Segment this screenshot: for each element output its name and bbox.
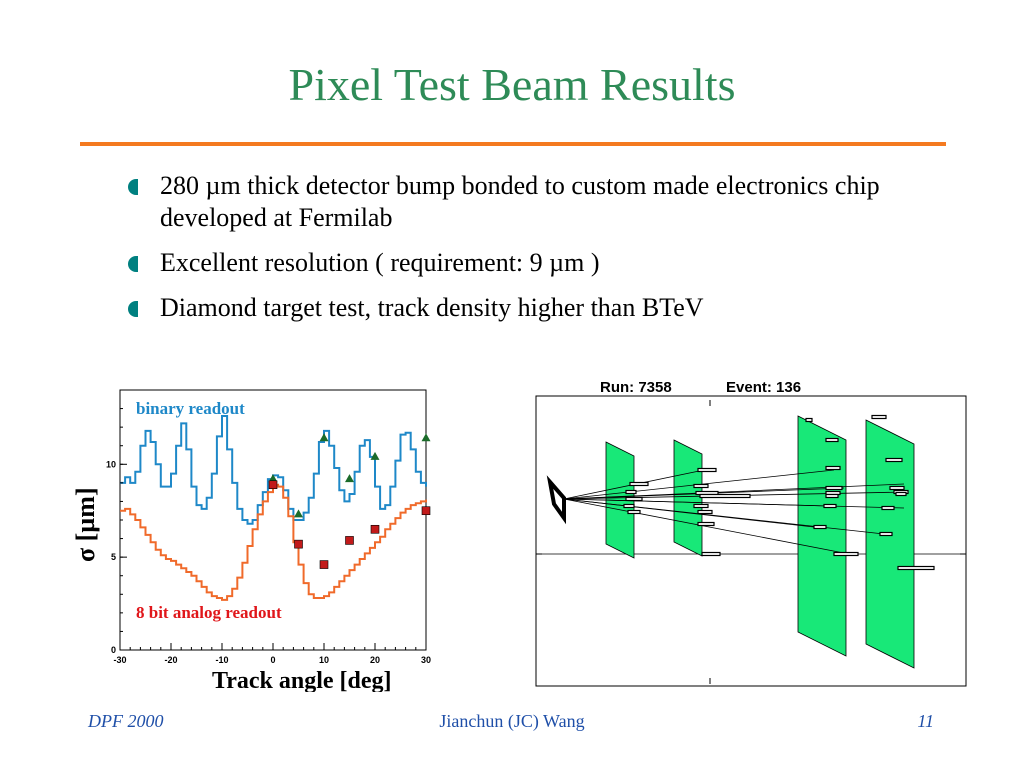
bullet-text: Diamond target test, track density highe… xyxy=(160,293,704,322)
hit-cluster xyxy=(813,524,827,530)
y-tick-label: 5 xyxy=(111,552,116,562)
hit-cluster xyxy=(693,503,709,509)
half-circle-bullet-icon xyxy=(128,256,138,272)
legend-analog-label: 8 bit analog readout xyxy=(136,603,282,622)
x-tick-label: 0 xyxy=(270,655,275,665)
hit-cluster xyxy=(701,551,721,557)
event-display: Run: 7358 Event: 136 xyxy=(535,379,967,687)
square-marker xyxy=(421,506,431,516)
y-tick-label: 0 xyxy=(111,645,116,655)
hit-cluster xyxy=(895,491,907,497)
hit-cluster xyxy=(627,509,641,515)
square-marker xyxy=(370,524,380,534)
x-tick-label: -20 xyxy=(164,655,177,665)
hit-cluster xyxy=(825,493,839,499)
square-marker xyxy=(319,560,329,569)
detector-plane-4 xyxy=(865,419,915,669)
bullet-item: Excellent resolution ( requirement: 9 µm… xyxy=(128,247,928,279)
hit-cluster xyxy=(697,509,713,515)
hit-cluster xyxy=(825,437,839,443)
bullet-list: 280 µm thick detector bump bonded to cus… xyxy=(128,170,928,337)
hit-cluster xyxy=(629,481,649,487)
x-tick-label: 20 xyxy=(370,655,380,665)
detector-plane-3 xyxy=(797,415,847,657)
hit-cluster xyxy=(699,493,751,499)
bullet-item: Diamond target test, track density highe… xyxy=(128,292,928,324)
track-line xyxy=(563,498,815,528)
hit-cluster xyxy=(889,485,905,491)
track-line xyxy=(563,483,905,500)
bullet-text: 280 µm thick detector bump bonded to cus… xyxy=(160,171,880,232)
title-rule xyxy=(80,142,946,146)
x-tick-label: 30 xyxy=(421,655,431,665)
hit-cluster xyxy=(825,465,841,471)
hit-cluster xyxy=(625,489,637,495)
triangle-marker xyxy=(421,433,431,442)
track-line xyxy=(563,498,850,555)
plot-frame xyxy=(119,389,427,651)
resolution-chart: -30 -20 -10 0 10 20 30 0 5 10 binary readout 8 bi… xyxy=(71,389,431,692)
square-marker xyxy=(294,539,303,549)
hit-cluster xyxy=(625,496,643,502)
hit-cluster xyxy=(623,503,635,509)
triangle-marker xyxy=(319,433,329,442)
triangle-marker xyxy=(345,474,354,483)
run-label: Run: 7358 xyxy=(600,379,672,396)
detector-plane-2 xyxy=(673,439,703,557)
y-axis-label: σ [µm] xyxy=(71,487,100,562)
hit-cluster xyxy=(697,521,715,527)
bullet-text: Excellent resolution ( requirement: 9 µm… xyxy=(160,248,600,277)
legend-binary-label: binary readout xyxy=(136,399,245,418)
half-circle-bullet-icon xyxy=(128,301,138,317)
hit-cluster xyxy=(879,531,893,537)
hit-cluster xyxy=(693,483,709,489)
hit-cluster xyxy=(881,505,895,511)
hit-cluster xyxy=(697,467,717,473)
hit-cluster xyxy=(825,485,843,491)
diamond-target xyxy=(546,475,566,525)
square-marker xyxy=(268,480,278,490)
x-tick-label: -30 xyxy=(113,655,126,665)
hit-cluster xyxy=(885,457,903,463)
hit-cluster xyxy=(897,565,935,571)
square-marker xyxy=(345,536,354,545)
triangle-marker xyxy=(268,474,278,483)
footer-page-number: 11 xyxy=(917,711,934,731)
triangle-marker xyxy=(294,509,303,518)
hit-cluster xyxy=(833,551,859,557)
hit-clusters xyxy=(623,414,935,571)
hit-cluster xyxy=(823,503,837,509)
footer-left: DPF 2000 xyxy=(88,711,164,731)
y-tick-label: 10 xyxy=(106,459,116,469)
x-tick-label: 10 xyxy=(319,655,329,665)
x-tick-label: -10 xyxy=(215,655,228,665)
bullet-item: 280 µm thick detector bump bonded to cus… xyxy=(128,170,928,234)
x-axis-label: Track angle [deg] xyxy=(212,668,392,692)
track-line xyxy=(563,498,830,507)
half-circle-bullet-icon xyxy=(128,179,138,195)
slide-title: Pixel Test Beam Results xyxy=(288,59,736,110)
hit-cluster xyxy=(805,417,813,423)
hit-cluster xyxy=(871,414,887,420)
triangle-marker xyxy=(370,451,380,460)
detector-plane-1 xyxy=(605,441,635,559)
event-label: Event: 136 xyxy=(726,379,801,396)
footer-center: Jianchun (JC) Wang xyxy=(439,711,585,731)
